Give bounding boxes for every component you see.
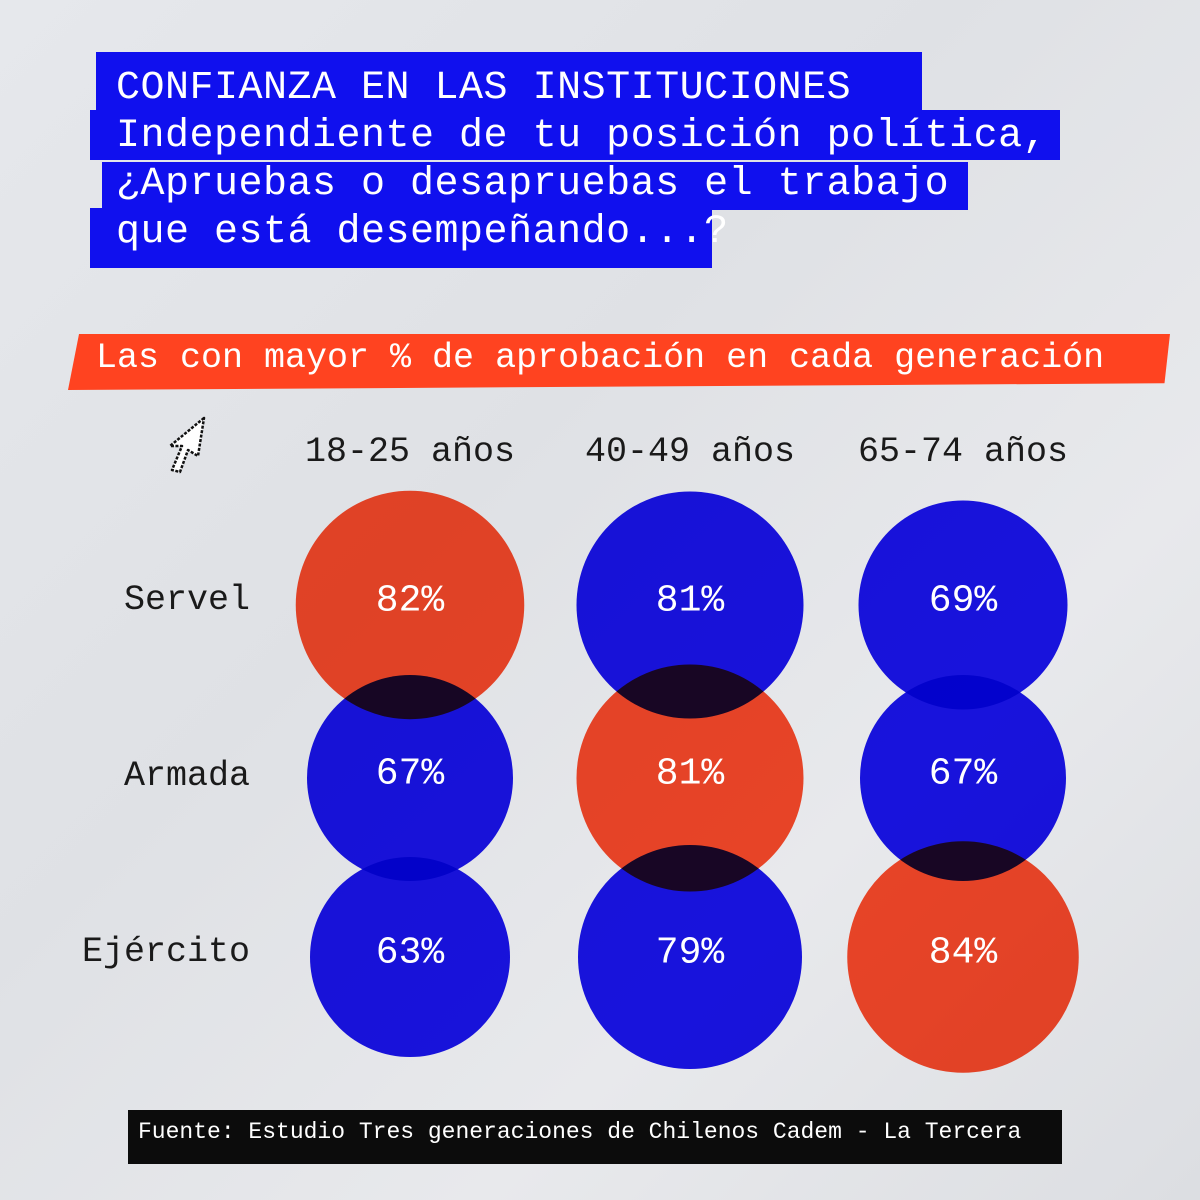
bubble-armada-0 [307,675,513,881]
title-question-line-1: Independiente de tu posición política, [116,114,1048,159]
pointer-arrow-icon [164,416,210,481]
value-label: 67% [928,752,998,796]
value-label: 69% [928,579,998,623]
bubble-ejército-0 [310,857,510,1057]
title-band-2 [90,110,1060,160]
bubble-armada-2 [860,675,1066,881]
title-band-1 [96,52,922,110]
source-note: Fuente: Estudio Tres generaciones de Chi… [138,1119,1022,1145]
bubble-servel-0 [295,490,525,720]
value-label: 84% [928,931,998,975]
title-question-line-3: que está desempeñando...? [116,210,729,255]
title-heading: CONFIANZA EN LAS INSTITUCIONES [116,66,852,111]
column-header-18-25: 18-25 años [304,432,516,472]
subtitle-band [68,334,1170,390]
subtitle: Las con mayor % de aprobación en cada ge… [96,338,1105,378]
value-label: 67% [375,752,445,796]
row-label-ejercito: Ejército [81,932,250,972]
column-header-40-49: 40-49 años [584,432,796,472]
bubble-servel-1 [576,491,804,719]
value-label: 79% [655,931,725,975]
bubble-servel-2 [858,500,1068,710]
title-band-4 [90,208,712,268]
value-label: 81% [655,752,725,796]
bubble-ejército-2 [847,841,1079,1073]
value-label: 82% [375,579,445,623]
title-band-3 [102,162,968,210]
column-header-65-74: 65-74 años [857,432,1069,472]
row-label-armada: Armada [123,756,250,796]
value-label: 81% [655,579,725,623]
value-label: 63% [375,931,445,975]
source-band [128,1110,1062,1164]
bubble-ejército-1 [578,845,802,1069]
title-question-line-2: ¿Apruebas o desapruebas el trabajo [116,162,950,207]
row-label-servel: Servel [123,580,250,620]
bubble-armada-1 [576,664,804,892]
